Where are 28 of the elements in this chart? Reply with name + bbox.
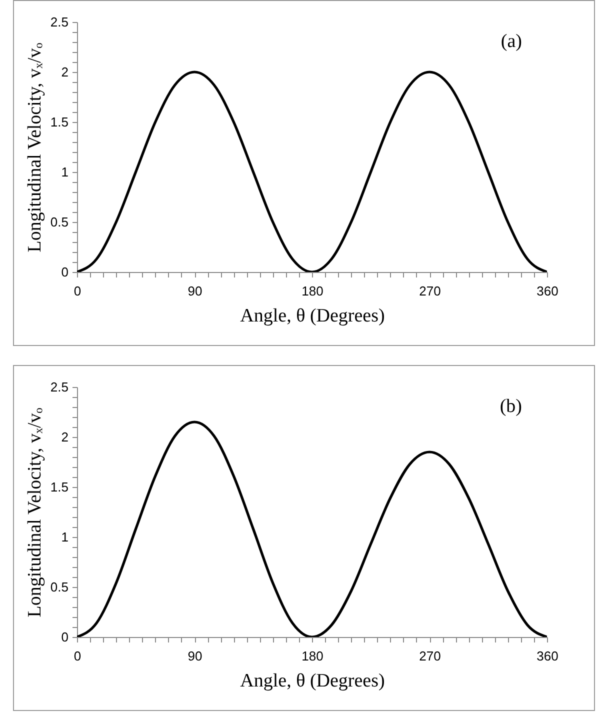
x-tick-label: 360 [536,284,558,298]
x-tick-label: 90 [188,284,202,298]
annotation: (a) [500,31,522,52]
x-tick-label: 0 [74,648,82,664]
x-tick-label: 270 [419,284,441,298]
x-tick-label: 180 [302,284,324,298]
y-tick-label: 0 [61,630,68,644]
y-tick-label: 1.5 [50,114,68,130]
x-tick-label: 270 [419,648,441,664]
y-tick-label: 0 [61,264,68,280]
y-axis-title: Longitudinal Velocity, vₓ/vₒ [24,42,46,252]
y-tick-label: 2.5 [50,380,68,394]
x-axis-title: Angle, θ (Degrees) [240,306,385,326]
x-tick-label: 90 [188,648,202,664]
x-axis-title: Angle, θ (Degrees) [240,670,385,692]
annotation: (b) [500,396,522,417]
y-tick-label: 0.5 [50,580,68,594]
y-tick-label: 2 [61,64,68,80]
y-axis-title: Longitudinal Velocity, vₓ/vₒ [24,407,46,618]
y-tick-label: 1 [61,164,68,180]
y-tick-label: 1 [61,530,68,544]
x-tick-label: 180 [302,648,324,664]
y-tick-label: 1.5 [50,480,68,494]
y-tick-label: 2.5 [50,14,68,30]
y-tick-label: 0.5 [50,214,68,230]
x-tick-label: 360 [536,648,558,664]
x-tick-label: 0 [74,284,82,298]
y-tick-label: 2 [61,430,68,444]
